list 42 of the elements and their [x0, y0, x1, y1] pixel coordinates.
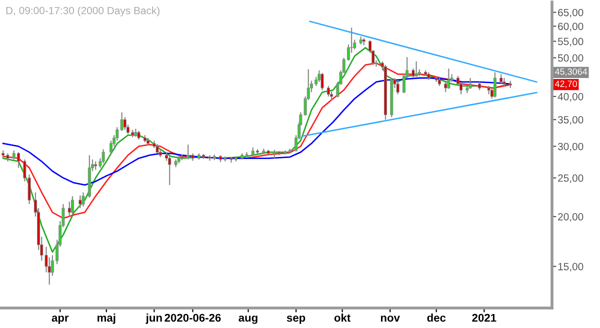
y-tick-label: 30,00: [558, 142, 584, 152]
candlestick: [68, 201, 71, 218]
candlestick: [396, 81, 400, 95]
x-tick-label: jun: [146, 314, 162, 324]
candlestick: [447, 68, 450, 90]
candlestick: [156, 143, 159, 154]
candlestick: [493, 72, 496, 98]
x-tick-label: sep: [286, 316, 306, 324]
y-tick-label: 35,00: [558, 116, 584, 125]
candlestick: [320, 72, 324, 91]
candlestick: [70, 196, 74, 216]
candlestick: [500, 74, 503, 84]
y-tick-label: 50,00: [558, 54, 584, 63]
candlestick: [120, 112, 124, 132]
candlestick: [102, 148, 105, 164]
y-tick-label: 15,00: [558, 262, 584, 272]
candlestick: [123, 116, 126, 130]
text: 45,3064: [554, 68, 588, 76]
x-tick-label: okt: [334, 314, 350, 322]
x-tick-label: 2021: [472, 314, 496, 322]
x-tick-label: nov: [380, 316, 400, 322]
y-tick-label: 60,00: [558, 22, 584, 32]
candlestick: [444, 81, 448, 93]
x-tick-label: aug: [238, 316, 258, 324]
candlestick: [168, 154, 172, 186]
x-tick-label: maj: [98, 314, 116, 324]
y-tick-label: 20,00: [558, 213, 584, 222]
chart-title: D, 09:00-17:30 (2000 Days Back): [6, 6, 160, 16]
candlestick: [16, 152, 20, 168]
candlestick: [82, 192, 85, 208]
x-tick-label: 2020-06-26: [164, 314, 221, 322]
y-tick-label: 40,00: [558, 92, 584, 102]
y-tick-label: 65,00: [558, 8, 584, 18]
x-tick-label: apr: [52, 316, 69, 324]
candlestick: [468, 77, 472, 90]
text: 42,70: [554, 80, 577, 88]
y-tick-label: 55,00: [558, 38, 584, 46]
y-tick-label: 25,00: [558, 174, 584, 184]
candlestick: [326, 85, 330, 98]
x-tick-label: dec: [427, 314, 446, 322]
candlestick: [414, 60, 418, 78]
candlestick: [78, 194, 82, 209]
